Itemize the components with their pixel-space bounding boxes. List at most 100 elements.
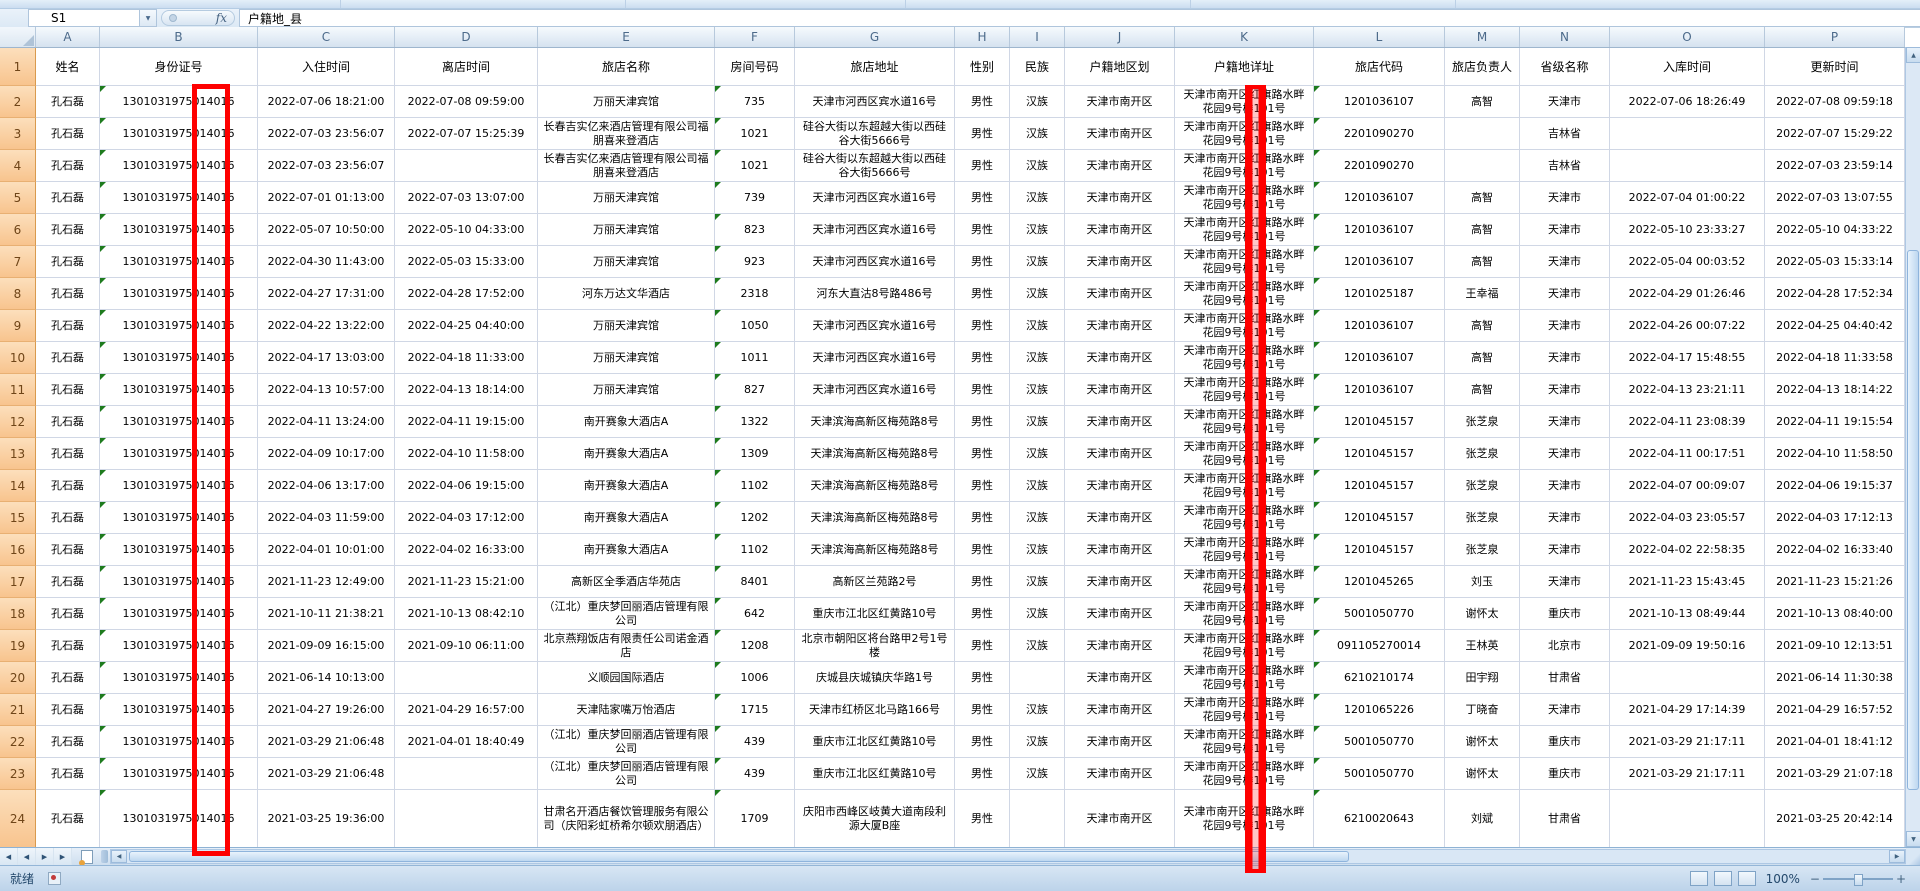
cell-code[interactable]: 2201090270 [1314, 150, 1445, 182]
cell-addr[interactable]: 天津市河西区宾水道16号 [795, 310, 955, 342]
row-header[interactable]: 22 [0, 726, 36, 758]
cell-sex[interactable]: 男性 [955, 502, 1010, 534]
cell-out[interactable]: 2022-04-10 11:58:00 [395, 438, 538, 470]
cell-code[interactable]: 5001050770 [1314, 758, 1445, 790]
cell-stored[interactable]: 2022-04-26 00:07:22 [1610, 310, 1765, 342]
cell-upd[interactable]: 2022-04-06 19:15:37 [1765, 470, 1905, 502]
cell-hotel[interactable]: 南开赛象大酒店A [538, 502, 715, 534]
cell-room[interactable]: 8401 [715, 566, 795, 598]
cell-reg[interactable]: 天津市南开区 [1065, 534, 1175, 566]
row-header[interactable]: 24 [0, 790, 36, 848]
cell-hotel[interactable]: （江北）重庆梦回丽酒店管理有限公司 [538, 726, 715, 758]
cell-id[interactable]: 1301031975014016 [100, 758, 258, 790]
cell-sex[interactable]: 男性 [955, 406, 1010, 438]
formula-input[interactable]: 户籍地_县 [239, 9, 1920, 27]
cell-upd[interactable]: 2022-04-13 18:14:22 [1765, 374, 1905, 406]
cell-addr[interactable]: 硅谷大街以东超越大街以西硅谷大街5666号 [795, 118, 955, 150]
cell-upd[interactable]: 2022-04-18 11:33:58 [1765, 342, 1905, 374]
cell-sex[interactable]: 男性 [955, 694, 1010, 726]
cell-eth[interactable]: 汉族 [1010, 310, 1065, 342]
cell-eth[interactable]: 汉族 [1010, 214, 1065, 246]
cell-upd[interactable]: 2021-10-13 08:40:00 [1765, 598, 1905, 630]
cell-room[interactable]: 2318 [715, 278, 795, 310]
cell-in[interactable]: 2022-07-03 23:56:07 [258, 150, 395, 182]
cell-id[interactable]: 1301031975014016 [100, 310, 258, 342]
scroll-up-icon[interactable]: ▲ [1906, 47, 1920, 63]
cell-eth[interactable] [1010, 790, 1065, 848]
cell-room[interactable]: 1709 [715, 790, 795, 848]
cell-sex[interactable]: 男性 [955, 662, 1010, 694]
row-header[interactable]: 18 [0, 598, 36, 630]
cell-mgr[interactable]: 张芝泉 [1445, 406, 1520, 438]
cell-eth[interactable]: 汉族 [1010, 726, 1065, 758]
cell-room[interactable]: 1102 [715, 534, 795, 566]
cell-stored[interactable]: 2022-04-03 23:05:57 [1610, 502, 1765, 534]
cell-room[interactable]: 1208 [715, 630, 795, 662]
cell-prov[interactable]: 天津市 [1520, 374, 1610, 406]
cell-reg[interactable]: 天津市南开区 [1065, 214, 1175, 246]
column-header-L[interactable]: L [1314, 27, 1445, 47]
cell-out[interactable] [395, 758, 538, 790]
cell-id[interactable]: 1301031975014016 [100, 694, 258, 726]
horizontal-scrollbar-thumb[interactable] [129, 851, 1349, 862]
cell-addr[interactable]: 重庆市江北区红黄路10号 [795, 598, 955, 630]
cell-upd[interactable]: 2021-09-10 12:13:51 [1765, 630, 1905, 662]
cell-stored[interactable]: 2021-09-09 19:50:16 [1610, 630, 1765, 662]
cell-mgr[interactable]: 丁晓奋 [1445, 694, 1520, 726]
cell-in[interactable]: 2021-03-29 21:06:48 [258, 758, 395, 790]
column-header-D[interactable]: D [395, 27, 538, 47]
cell-name[interactable]: 孔石磊 [36, 470, 100, 502]
cell-name[interactable]: 孔石磊 [36, 406, 100, 438]
cell-code[interactable]: 1201045265 [1314, 566, 1445, 598]
cell-sex[interactable]: 男性 [955, 470, 1010, 502]
cell-out[interactable]: 2021-04-29 16:57:00 [395, 694, 538, 726]
cell-hotel[interactable]: 义顺园国际酒店 [538, 662, 715, 694]
cell-mgr[interactable]: 张芝泉 [1445, 438, 1520, 470]
cell-room[interactable]: 1715 [715, 694, 795, 726]
cell-stored[interactable]: 2022-04-07 00:09:07 [1610, 470, 1765, 502]
cell-hotel[interactable]: 天津陆家嘴万怡酒店 [538, 694, 715, 726]
cell-name[interactable]: 孔石磊 [36, 502, 100, 534]
row-header[interactable]: 15 [0, 502, 36, 534]
cell-hotel[interactable]: 万丽天津宾馆 [538, 374, 715, 406]
cell-prov[interactable]: 天津市 [1520, 214, 1610, 246]
row-header[interactable]: 11 [0, 374, 36, 406]
cell-eth[interactable]: 汉族 [1010, 118, 1065, 150]
cell-stored[interactable]: 2022-04-13 23:21:11 [1610, 374, 1765, 406]
cell-eth[interactable]: 汉族 [1010, 470, 1065, 502]
cell-mgr[interactable]: 张芝泉 [1445, 534, 1520, 566]
cell-prov[interactable]: 天津市 [1520, 406, 1610, 438]
cell-in[interactable]: 2022-05-07 10:50:00 [258, 214, 395, 246]
cell-reg[interactable]: 天津市南开区 [1065, 630, 1175, 662]
vertical-scrollbar-thumb[interactable] [1907, 250, 1919, 790]
zoom-level[interactable]: 100% [1765, 871, 1800, 886]
cell-upd[interactable]: 2022-05-03 15:33:14 [1765, 246, 1905, 278]
cell-code[interactable]: 1201045157 [1314, 534, 1445, 566]
scroll-left-icon[interactable]: ◀ [111, 850, 127, 863]
cell-addr[interactable]: 天津市河西区宾水道16号 [795, 342, 955, 374]
cell-sex[interactable]: 男性 [955, 310, 1010, 342]
row-header[interactable]: 19 [0, 630, 36, 662]
cell-hotel[interactable]: 万丽天津宾馆 [538, 246, 715, 278]
row-header[interactable]: 16 [0, 534, 36, 566]
cell-upd[interactable]: 2021-04-29 16:57:52 [1765, 694, 1905, 726]
cell-code[interactable]: 1201036107 [1314, 246, 1445, 278]
cell-name[interactable]: 孔石磊 [36, 246, 100, 278]
cell-sex[interactable]: 男性 [955, 182, 1010, 214]
cell-id[interactable]: 1301031975014016 [100, 534, 258, 566]
cell-addr[interactable]: 重庆市江北区红黄路10号 [795, 726, 955, 758]
cell-name[interactable]: 孔石磊 [36, 278, 100, 310]
cell-upd[interactable]: 2022-04-25 04:40:42 [1765, 310, 1905, 342]
row-header[interactable]: 12 [0, 406, 36, 438]
field-header-cell[interactable]: 入住时间 [258, 48, 395, 86]
vertical-scrollbar[interactable]: ▲ ▼ [1905, 47, 1920, 847]
column-header-H[interactable]: H [955, 27, 1010, 47]
first-sheet-button[interactable]: ◀ [0, 848, 18, 865]
cell-stored[interactable]: 2022-07-06 18:26:49 [1610, 86, 1765, 118]
cell-upd[interactable]: 2021-11-23 15:21:26 [1765, 566, 1905, 598]
cell-room[interactable]: 439 [715, 726, 795, 758]
cell-sex[interactable]: 男性 [955, 246, 1010, 278]
cell-in[interactable]: 2022-04-30 11:43:00 [258, 246, 395, 278]
cell-hotel[interactable]: 高新区全季酒店华苑店 [538, 566, 715, 598]
cell-reg[interactable]: 天津市南开区 [1065, 374, 1175, 406]
